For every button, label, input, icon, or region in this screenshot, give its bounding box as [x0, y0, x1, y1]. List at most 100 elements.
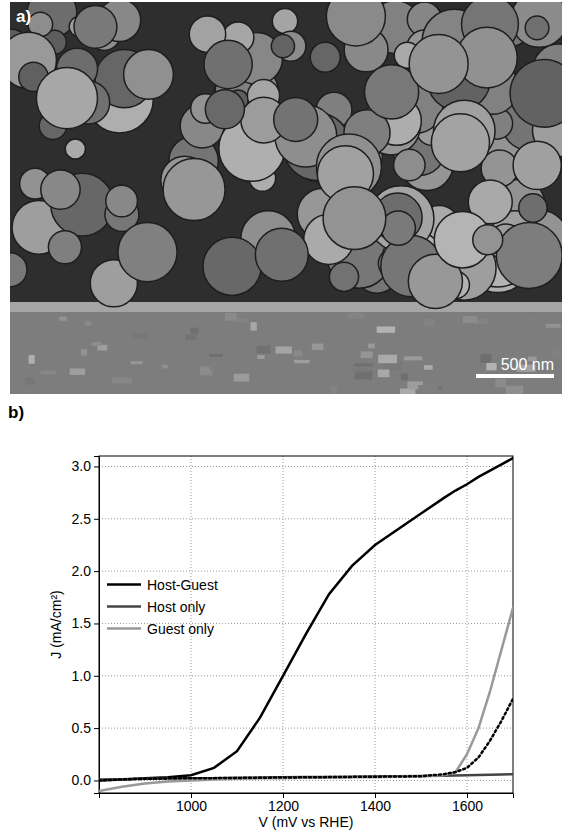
- grid-line: [99, 780, 513, 781]
- substrate-grain: [225, 313, 237, 321]
- substrate-grain: [185, 335, 196, 341]
- y-tick-mark: [94, 780, 99, 781]
- y-tick: 3.0: [72, 458, 99, 474]
- substrate-grain: [257, 355, 264, 359]
- y-axis-title: J (mA/cm²): [48, 590, 64, 658]
- particle-cluster: [394, 149, 425, 180]
- substrate-grain: [348, 312, 365, 318]
- particle-cluster: [519, 194, 547, 222]
- substrate: [10, 302, 562, 394]
- y-tick-label: 2.0: [72, 563, 92, 579]
- scale-bar: [476, 374, 554, 378]
- substrate-grain: [237, 318, 248, 323]
- plot-frame: [99, 456, 513, 793]
- particle-cluster: [271, 35, 294, 58]
- substrate-grain: [59, 317, 67, 321]
- micrograph-panel: a) 500 nm: [0, 0, 572, 395]
- x-tick: 1200: [268, 793, 299, 814]
- series-line: [99, 458, 513, 780]
- y-tick: 2.5: [72, 511, 99, 527]
- particle-cluster: [163, 159, 225, 221]
- y-tick: 0.0: [72, 772, 99, 788]
- x-tick: 1600: [452, 793, 483, 814]
- y-tick: 2.0: [72, 563, 99, 579]
- y-tick-mark: [94, 676, 99, 677]
- substrate-grain: [378, 369, 390, 377]
- substrate-grain: [132, 333, 149, 338]
- substrate-grain: [424, 319, 436, 327]
- particle-cluster: [473, 225, 503, 255]
- grid-line: [467, 456, 468, 793]
- particle-cluster: [496, 223, 562, 289]
- substrate-grain: [251, 322, 257, 330]
- legend-label: Host-Guest: [147, 577, 218, 593]
- substrate-grain: [378, 355, 397, 364]
- particle-cluster: [431, 114, 489, 172]
- grid-line: [99, 728, 513, 729]
- particle-cluster: [513, 141, 561, 189]
- substrate-grain: [495, 379, 506, 388]
- legend-swatch: [107, 605, 141, 608]
- x-tick-label: 1000: [176, 798, 207, 814]
- y-tick-label: 1.0: [72, 668, 92, 684]
- substrate-grain: [41, 371, 57, 375]
- substrate-grain: [486, 363, 496, 370]
- substrate-edge: [10, 302, 562, 312]
- micrograph: [10, 2, 562, 394]
- substrate-grain: [29, 355, 35, 364]
- substrate-grain: [312, 344, 324, 350]
- particle-cluster: [329, 262, 358, 291]
- y-tick-mark: [94, 519, 99, 520]
- particle-cluster: [36, 68, 97, 129]
- particle-cluster: [525, 16, 549, 40]
- substrate-grain: [506, 386, 524, 394]
- substrate-grain: [112, 377, 132, 383]
- micrograph-ground: [10, 2, 562, 394]
- x-tick: 1400: [360, 793, 391, 814]
- y-axis: 0.00.51.01.52.02.53.0: [72, 457, 100, 794]
- substrate-grain: [180, 342, 186, 346]
- y-tick-label: 2.5: [72, 511, 92, 527]
- substrate-grain: [361, 351, 373, 358]
- substrate-grain: [529, 317, 537, 322]
- panel-label: a): [16, 7, 31, 26]
- y-tick-label: 3.0: [72, 458, 92, 474]
- x-tick-label: 1600: [452, 798, 483, 814]
- grid-line: [99, 675, 513, 676]
- particle-cluster: [255, 228, 308, 281]
- y-axis-line: [94, 457, 100, 794]
- particle-cluster: [106, 185, 138, 217]
- plot-area: [99, 458, 513, 791]
- chart-panel: b)10001200140016000.00.51.01.52.02.53.0V…: [8, 403, 514, 830]
- particle-cluster: [205, 90, 244, 129]
- y-tick: 1.5: [72, 615, 99, 631]
- x-axis-title: V (mV vs RHE): [259, 814, 354, 830]
- legend-swatch: [107, 627, 141, 630]
- grid-line: [99, 466, 513, 467]
- y-tick-mark: [94, 728, 99, 729]
- legend-label: Guest only: [147, 621, 214, 637]
- particle-cluster: [74, 5, 117, 48]
- substrate-grain: [462, 346, 469, 353]
- substrate-grain: [276, 346, 292, 353]
- particle-cluster: [118, 223, 177, 282]
- grid: [99, 456, 513, 793]
- particle-cluster: [323, 187, 386, 250]
- panel-label: b): [8, 403, 24, 422]
- y-tick-mark: [94, 466, 99, 467]
- substrate-grain: [234, 374, 249, 382]
- scale-bar-label: 500 nm: [501, 356, 554, 373]
- substrate-grain: [91, 342, 101, 346]
- substrate-grain: [81, 349, 87, 355]
- substrate-grain: [70, 368, 86, 374]
- particle-cluster: [204, 40, 252, 88]
- series-line: [99, 608, 513, 791]
- substrate-grain: [553, 349, 562, 357]
- x-axis: 1000 1200 1400 1600: [100, 793, 514, 814]
- substrate-grain: [404, 356, 423, 360]
- substrate-grain: [26, 378, 35, 385]
- substrate-grain: [131, 361, 143, 364]
- substrate-grain: [480, 354, 491, 363]
- substrate-grain: [294, 360, 310, 363]
- particle-cluster: [272, 9, 297, 34]
